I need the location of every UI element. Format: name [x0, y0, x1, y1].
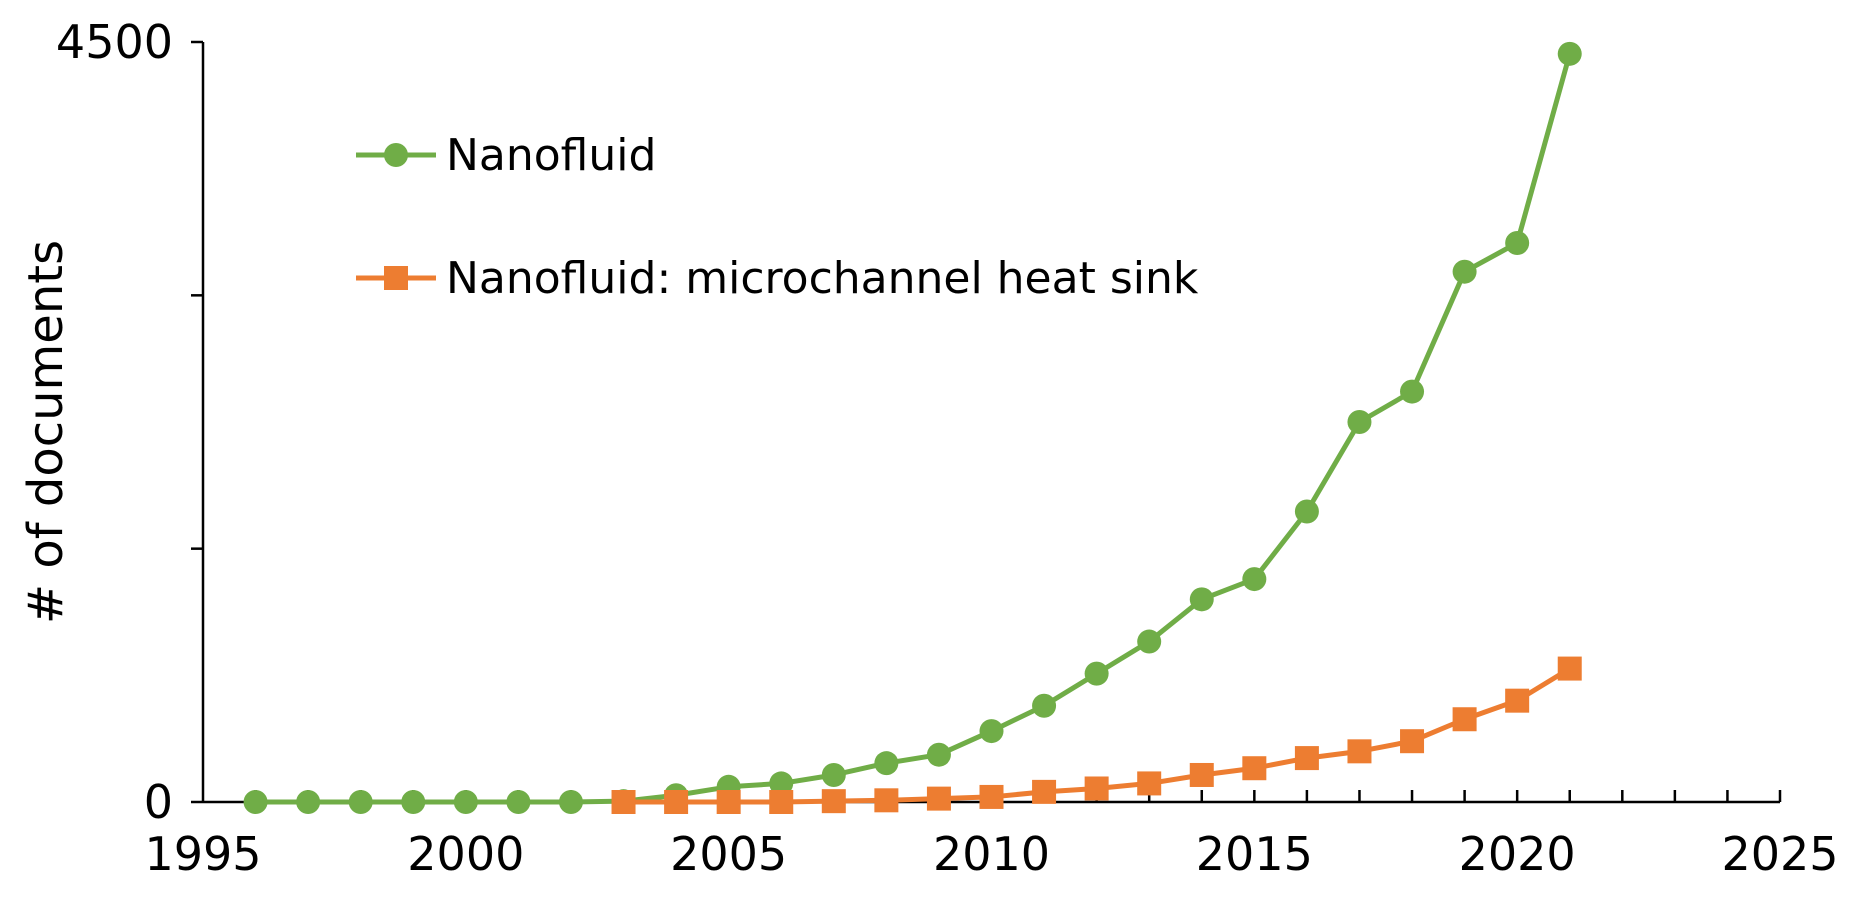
data-point	[401, 790, 426, 814]
data-point	[1294, 746, 1319, 771]
y-axis-ticks	[191, 40, 203, 804]
data-point	[1400, 379, 1425, 404]
data-point	[1137, 771, 1162, 796]
data-point	[821, 789, 846, 814]
x-tick-label: 2000	[407, 827, 524, 881]
data-point	[1557, 656, 1582, 681]
x-tick-label: 1995	[144, 827, 261, 881]
data-point	[558, 790, 583, 814]
data-point	[926, 786, 951, 811]
data-point	[979, 784, 1004, 809]
legend-marker	[384, 143, 408, 167]
legend: Nanofluid Nanofluid: microchannel heat si…	[356, 130, 1199, 304]
x-tick-label: 2025	[1721, 827, 1838, 881]
data-point	[979, 719, 1004, 744]
legend-label: Nanofluid	[446, 130, 656, 181]
data-point	[1084, 661, 1109, 686]
y-axis-title: # of documents	[18, 240, 74, 624]
data-point	[1347, 739, 1372, 764]
data-point	[1557, 41, 1582, 66]
data-point	[1452, 707, 1477, 732]
data-point	[716, 790, 741, 814]
legend-item: Nanofluid: microchannel heat sink	[356, 253, 1199, 304]
series-1	[243, 41, 1582, 814]
data-point	[1294, 499, 1319, 524]
data-point	[296, 790, 321, 814]
data-point	[874, 788, 899, 813]
data-point	[1505, 688, 1530, 713]
data-point	[243, 790, 268, 814]
series-2	[611, 656, 1582, 814]
data-point	[1189, 762, 1214, 787]
data-point	[821, 762, 846, 787]
x-tick-label: 2015	[1196, 827, 1313, 881]
data-point	[1400, 729, 1425, 754]
data-point	[874, 751, 899, 776]
data-point	[769, 790, 794, 814]
legend-label: Nanofluid: microchannel heat sink	[446, 253, 1199, 304]
data-point	[926, 742, 951, 767]
x-tick-label: 2005	[670, 827, 787, 881]
x-tick-label: 2020	[1459, 827, 1576, 881]
x-tick-label: 2010	[933, 827, 1050, 881]
data-point	[1137, 629, 1162, 654]
data-point	[348, 790, 373, 814]
data-point	[453, 790, 478, 814]
data-point	[664, 790, 689, 814]
y-axis-tick-labels: 0 4500	[56, 15, 173, 829]
data-point	[611, 790, 636, 814]
data-point	[1032, 779, 1057, 804]
data-point	[1505, 230, 1530, 255]
x-axis-tick-labels: 1995 2000 2005 2010 2015 2020 2025	[144, 827, 1838, 881]
data-point	[1242, 756, 1267, 781]
data-point	[506, 790, 531, 814]
data-point	[1189, 587, 1214, 612]
y-tick-label: 4500	[56, 15, 173, 69]
data-point	[1032, 693, 1057, 718]
data-point	[1084, 776, 1109, 801]
y-tick-label: 0	[144, 775, 173, 829]
plot-area: 0 4500 1995 2000 2005 2010 2015 2020 2025 # of …	[18, 15, 1839, 881]
data-point	[1242, 567, 1267, 592]
legend-marker	[384, 266, 408, 290]
series-layer	[243, 41, 1582, 814]
legend-item: Nanofluid	[356, 130, 656, 181]
data-point	[1347, 410, 1372, 434]
data-point	[1452, 259, 1477, 284]
data-point	[769, 771, 794, 796]
